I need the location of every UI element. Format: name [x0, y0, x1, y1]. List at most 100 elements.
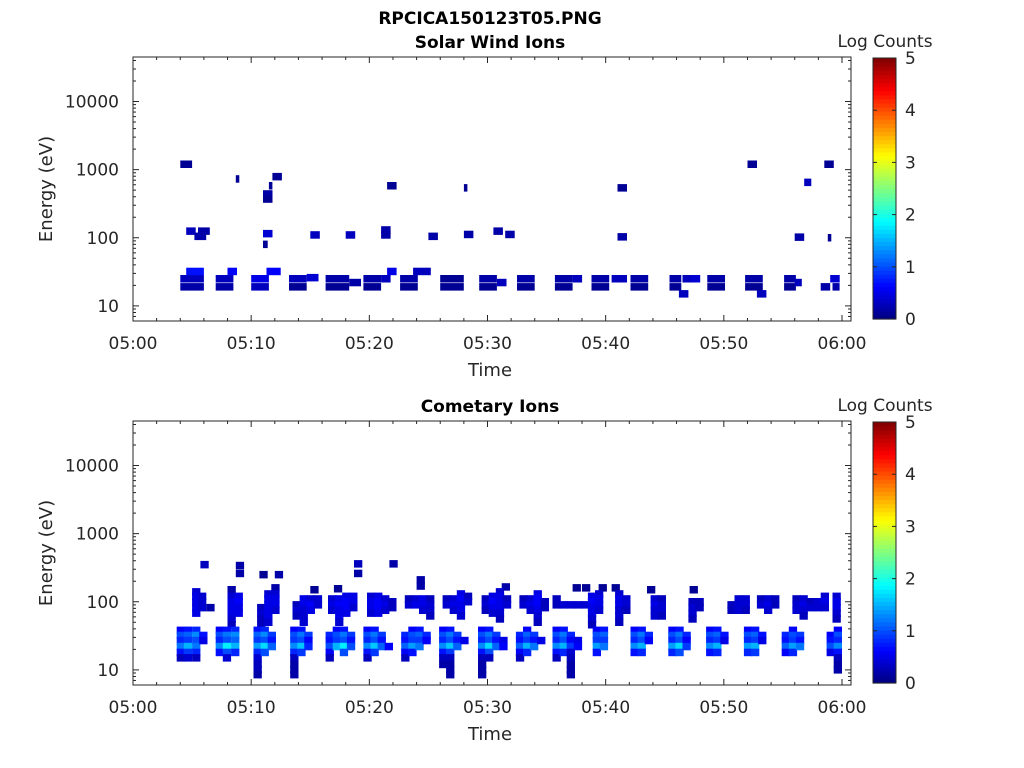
heatmap-cell [499, 642, 508, 651]
heatmap-cell [615, 612, 624, 620]
heatmap-cell [833, 636, 842, 645]
heatmap-cell [795, 642, 805, 651]
heatmap-cell [644, 631, 653, 640]
colorbar-swatch [873, 302, 896, 308]
heatmap-cell [176, 636, 185, 645]
colorbar-swatch [873, 123, 896, 128]
y-tick-label: 100 [87, 229, 119, 249]
colorbar-swatch [873, 634, 896, 639]
heatmap-cell [297, 642, 306, 651]
heatmap-cell [413, 267, 431, 276]
x-tick-label: 05:50 [699, 334, 748, 354]
panel-cometary-ions: 05:00 05:10 05:20 05:30 05:40 05:50 06:0010100… [36, 396, 933, 745]
heatmap-cell [215, 642, 224, 651]
heatmap-cell [492, 642, 501, 651]
colorbar-swatch [873, 135, 896, 141]
heatmap-cell [523, 648, 532, 657]
heatmap-cell [478, 648, 487, 657]
heatmap-cell [401, 631, 410, 640]
heatmap-cell [231, 626, 240, 635]
colorbar-swatch [873, 515, 896, 521]
heatmap-cell [377, 631, 386, 640]
heatmap-cell [446, 670, 455, 679]
heatmap-cell [325, 654, 334, 662]
heatmap-cell [495, 598, 505, 606]
heatmap-cell [485, 654, 494, 662]
heatmap-cell [517, 283, 535, 291]
heatmap-cell [820, 283, 831, 291]
heatmap-cell [271, 606, 280, 614]
heatmap-cell [367, 592, 376, 601]
heatmap-cell [415, 642, 424, 651]
heatmap-cell [260, 642, 269, 651]
heatmap-cell [592, 648, 601, 657]
heatmap-cell [824, 160, 834, 168]
heatmap-cell [257, 603, 266, 612]
heatmap-cell [325, 283, 350, 291]
heatmap-cell [743, 631, 753, 640]
heatmap-cell [292, 601, 301, 609]
heatmap-cell [526, 606, 535, 614]
heatmap-cell [439, 636, 448, 645]
heatmap-cell [215, 631, 224, 640]
heatmap-cell [453, 631, 462, 640]
heatmap-cell [446, 626, 455, 635]
heatmap-cell [478, 660, 487, 669]
heatmap-cell [771, 601, 780, 609]
heatmap-cell [297, 626, 306, 635]
heatmap-cell [695, 603, 704, 612]
heatmap-cell [832, 609, 841, 617]
heatmap-cell [215, 636, 224, 645]
heatmap-cell [587, 615, 597, 623]
heatmap-cell [488, 598, 497, 606]
colorbar-swatch [873, 151, 896, 157]
heatmap-cell [622, 606, 631, 614]
heatmap-cell [833, 626, 842, 635]
heatmap-cell [788, 648, 798, 657]
heatmap-cell [416, 576, 425, 584]
heatmap-cell [401, 648, 410, 657]
heatmap-cell [827, 234, 832, 242]
heatmap-cell [363, 283, 382, 291]
heatmap-cell [253, 654, 262, 662]
heatmap-cell [400, 283, 418, 291]
heatmap-cell [478, 631, 487, 640]
heatmap-cell [377, 642, 386, 651]
colorbar-tick-label: 5 [905, 49, 916, 69]
heatmap-cell [644, 636, 653, 645]
heatmap-cell [727, 606, 736, 614]
heatmap-cell [792, 606, 801, 614]
heatmap-cells [176, 560, 842, 679]
colorbar-swatch [873, 249, 896, 255]
heatmap-cell [792, 601, 801, 609]
heatmap-cell [453, 636, 462, 645]
heatmap-cell [253, 670, 262, 679]
colorbar-swatch [873, 82, 896, 88]
heatmap-cell [198, 598, 207, 606]
heatmap-cell [400, 275, 418, 283]
colorbar-swatch [873, 204, 896, 210]
heatmap-cell [313, 601, 323, 609]
heatmap-cell [713, 631, 722, 640]
heatmap-cell [523, 642, 532, 651]
heatmap-cell [415, 631, 424, 640]
heatmap-cell [533, 618, 542, 626]
heatmap-cell [478, 670, 487, 679]
heatmap-cell [260, 636, 269, 645]
colorbar-swatch [873, 479, 896, 484]
heatmap-cell [198, 227, 210, 235]
heatmap-cell [449, 601, 458, 609]
heatmap-cell [501, 583, 510, 591]
heatmap-cell [675, 648, 684, 657]
heatmap-cell [183, 631, 193, 640]
heatmap-cell [266, 267, 281, 276]
colorbar-swatch [873, 274, 896, 279]
heatmap-cell [481, 595, 490, 603]
heatmap-cell [478, 626, 487, 635]
heatmap-cell [440, 283, 464, 291]
heatmap-cell [231, 636, 240, 645]
heatmap-cell [222, 642, 232, 651]
heatmap-cell [488, 592, 497, 601]
heatmap-cell [832, 598, 841, 606]
heatmap-cell [833, 666, 842, 674]
